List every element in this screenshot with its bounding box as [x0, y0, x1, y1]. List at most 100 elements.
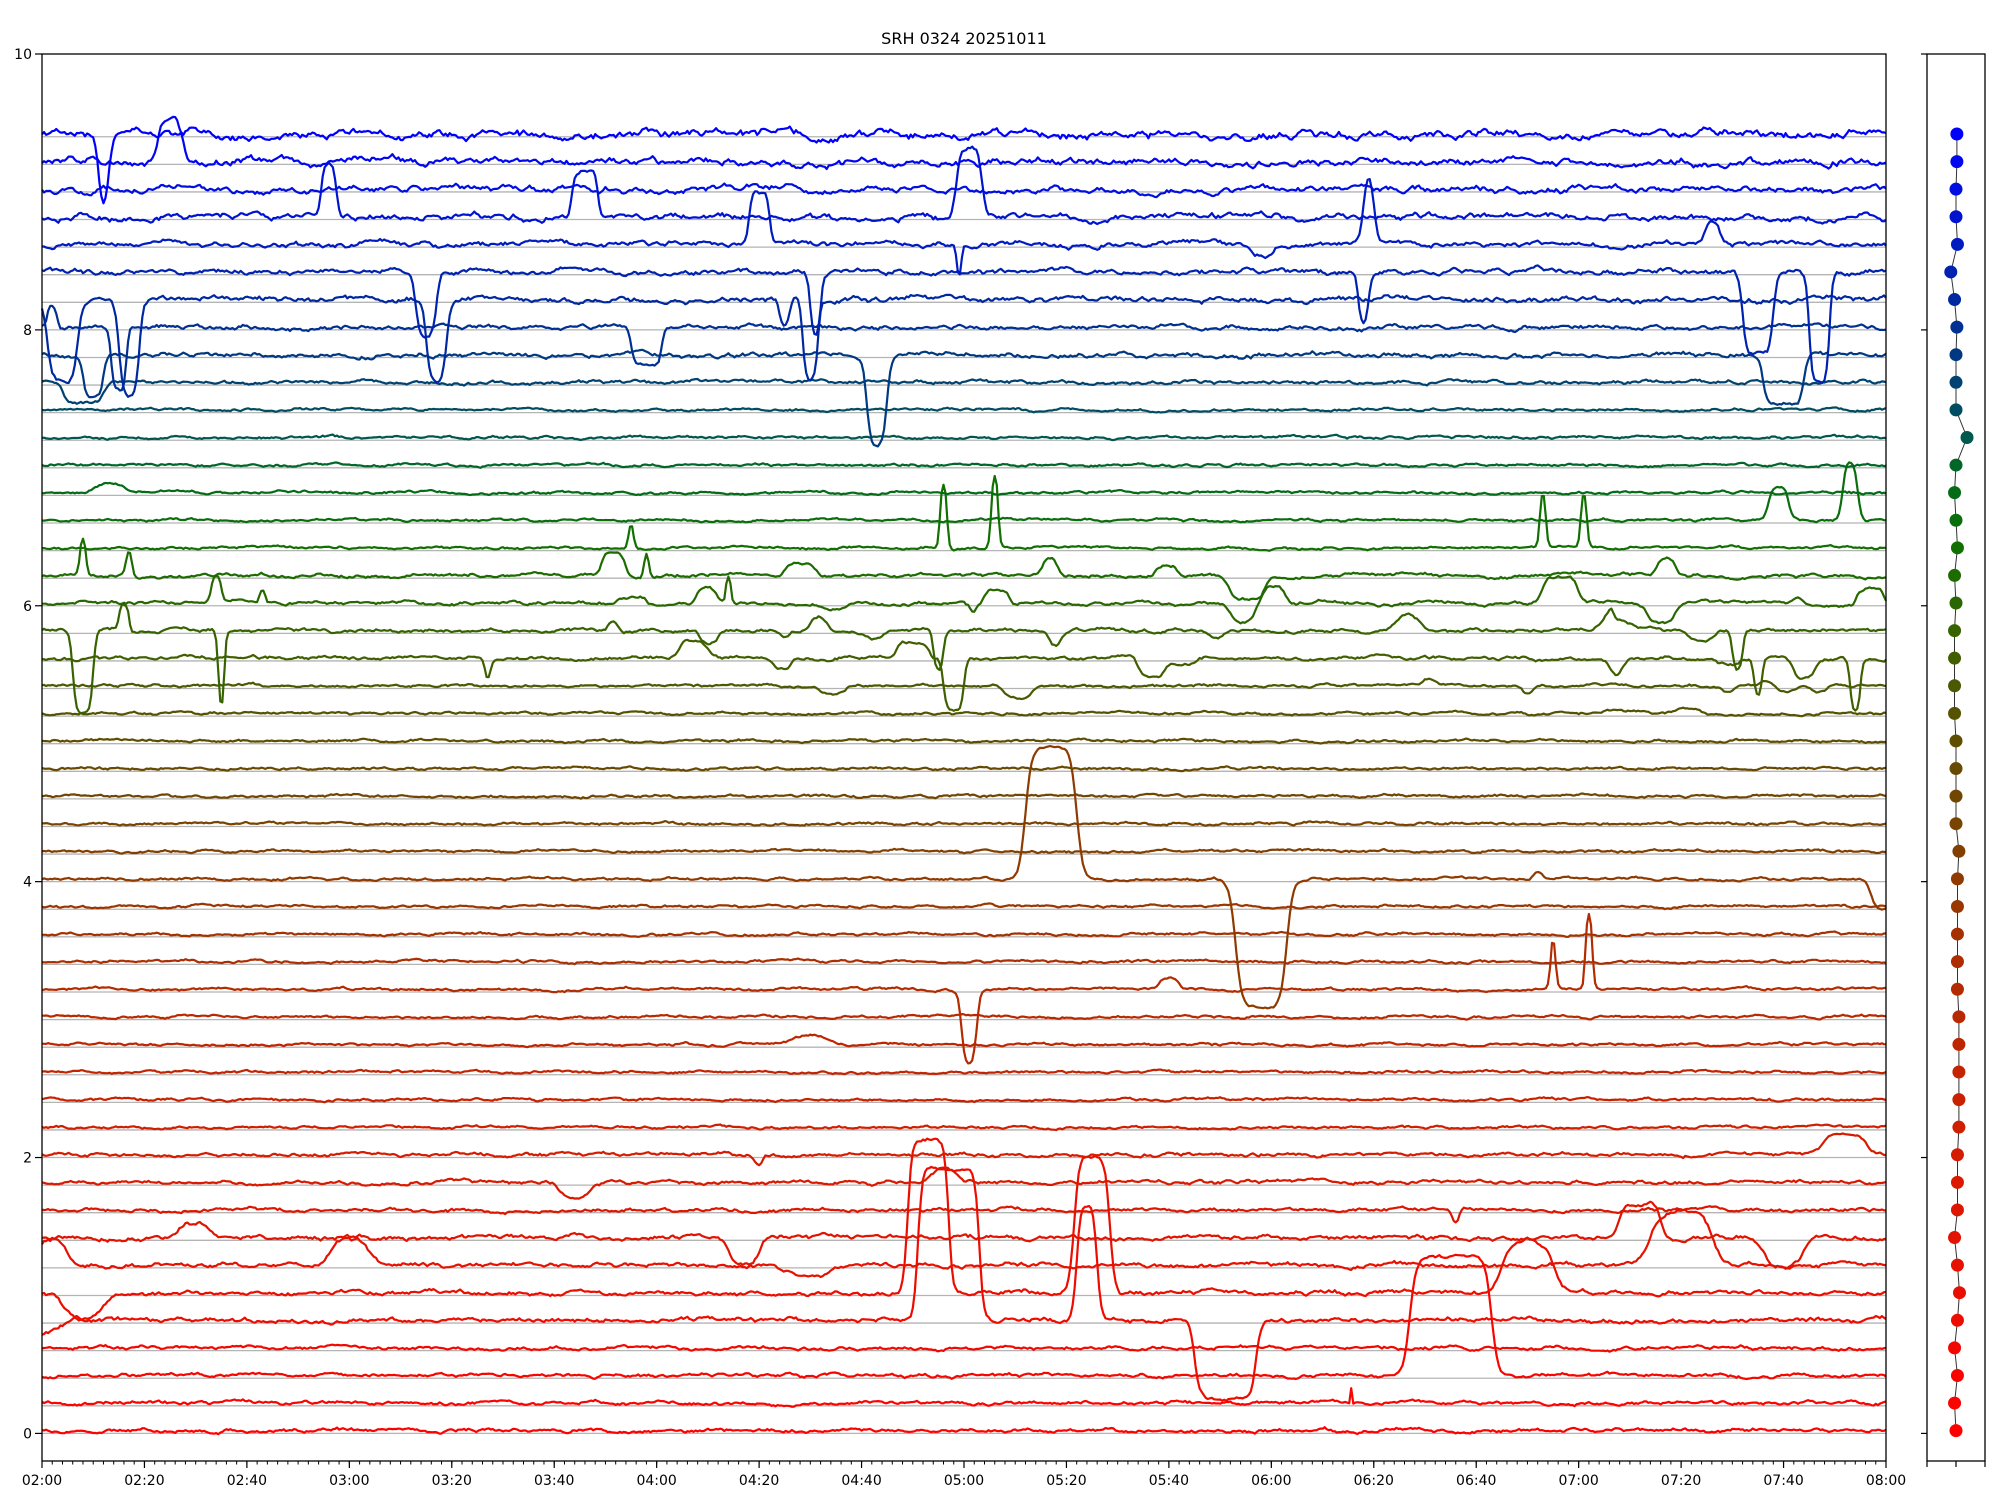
- x-tick-label: 06:40: [1456, 1473, 1496, 1489]
- side-panel-dot-5: [1952, 1286, 1966, 1300]
- side-panel-ticks: [1921, 53, 1986, 1467]
- side-panel-dot-37: [1949, 403, 1963, 417]
- trace-line-39: [41, 348, 1887, 448]
- side-panel-dot-45: [1949, 182, 1963, 196]
- side-panel-dots: [1944, 127, 1974, 1438]
- side-panel-dot-14: [1952, 1037, 1966, 1051]
- x-tick-label: 06:20: [1354, 1473, 1394, 1489]
- side-panel-dot-46: [1950, 155, 1964, 169]
- side-panel-dot-20: [1950, 872, 1964, 886]
- trace-line-46: [41, 115, 1887, 171]
- x-tick-label: 04:20: [739, 1473, 779, 1489]
- side-panel-dot-7: [1948, 1231, 1962, 1245]
- y-tick-label: 8: [23, 323, 32, 339]
- side-panel-dot-24: [1949, 762, 1963, 776]
- chart-title: SRH 0324 20251011: [881, 29, 1047, 48]
- side-panel-dot-32: [1950, 541, 1964, 555]
- side-panel-dot-47: [1950, 127, 1964, 141]
- side-panel-dot-22: [1949, 817, 1963, 831]
- side-panel-dot-10: [1950, 1148, 1964, 1162]
- trace-line-19: [41, 902, 1887, 911]
- side-panel-dot-34: [1948, 486, 1962, 500]
- x-tick-label: 02:00: [22, 1473, 62, 1489]
- x-tick-label: 03:00: [329, 1473, 369, 1489]
- side-panel-dot-27: [1948, 679, 1962, 693]
- side-panel-dot-40: [1950, 320, 1964, 334]
- side-panel-dot-43: [1950, 237, 1964, 251]
- trace-line-43: [42, 178, 1887, 276]
- trace-line-31: [41, 537, 1887, 602]
- y-tick-label: 6: [23, 599, 32, 615]
- trace-line-23: [41, 792, 1887, 800]
- side-panel-dot-19: [1950, 899, 1964, 913]
- trace-line-13: [41, 1068, 1887, 1076]
- side-panel-dot-6: [1950, 1258, 1964, 1272]
- side-panel-dot-1: [1948, 1396, 1962, 1410]
- x-tick-label: 04:00: [636, 1473, 676, 1489]
- trace-line-18: [41, 930, 1887, 938]
- trace-line-16: [41, 912, 1887, 1065]
- trace-line-25: [41, 737, 1887, 745]
- side-panel-dot-21: [1952, 844, 1966, 858]
- side-panel-dot-25: [1949, 734, 1963, 748]
- side-panel-dot-2: [1950, 1368, 1964, 1382]
- trace-line-44: [41, 145, 1887, 226]
- trace-line-3: [41, 1343, 1887, 1353]
- trace-line-6: [41, 1208, 1887, 1278]
- trace-line-42: [41, 264, 1887, 384]
- trace-line-33: [41, 461, 1887, 524]
- trace-line-12: [41, 1096, 1887, 1104]
- side-panel-dot-4: [1950, 1313, 1964, 1327]
- side-panel-dot-26: [1948, 706, 1962, 720]
- side-panel-dot-38: [1949, 375, 1963, 389]
- trace-line-4: [41, 1165, 1887, 1402]
- x-tick-label: 03:40: [534, 1473, 574, 1489]
- trace-line-8: [41, 1205, 1887, 1224]
- side-panel-dot-36: [1960, 430, 1974, 444]
- side-panel-dot-30: [1949, 596, 1963, 610]
- side-panel-dot-15: [1952, 1010, 1966, 1024]
- side-panel-dot-12: [1952, 1093, 1966, 1107]
- trace-line-45: [41, 182, 1887, 199]
- trace-line-26: [41, 706, 1887, 718]
- trace-line-11: [41, 1123, 1887, 1132]
- trace-line-5: [41, 1137, 1887, 1322]
- trace-line-20: [41, 745, 1887, 1010]
- trace-line-40: [41, 304, 1887, 392]
- trace-line-41: [40, 293, 1887, 398]
- trace-line-10: [41, 1132, 1887, 1167]
- x-tick-label: 03:20: [432, 1473, 472, 1489]
- x-tick-label: 07:20: [1661, 1473, 1701, 1489]
- side-panel-dot-41: [1948, 293, 1962, 307]
- y-tick-label: 0: [23, 1426, 32, 1442]
- x-tick-label: 02:40: [227, 1473, 267, 1489]
- trace-line-24: [41, 765, 1887, 773]
- trace-line-36: [41, 433, 1887, 442]
- x-tick-label: 07:40: [1763, 1473, 1803, 1489]
- trace-line-22: [42, 820, 1887, 827]
- trace-line-35: [41, 461, 1887, 469]
- side-panel-dot-0: [1949, 1424, 1963, 1438]
- side-panel-dot-18: [1950, 927, 1964, 941]
- trace-line-2: [41, 1253, 1887, 1381]
- y-axis: 0 2 4 6 8 10: [14, 47, 42, 1442]
- side-panel: [1921, 53, 1986, 1467]
- side-panel-dot-16: [1950, 982, 1964, 996]
- trace-line-21: [41, 847, 1887, 855]
- side-panel-dot-31: [1948, 568, 1962, 582]
- side-panel-dot-17: [1950, 955, 1964, 969]
- x-tick-label: 04:40: [841, 1473, 881, 1489]
- side-panel-dot-39: [1949, 348, 1963, 362]
- side-panel-dot-35: [1949, 458, 1963, 472]
- x-tick-label: 08:00: [1866, 1473, 1906, 1489]
- side-panel-dot-42: [1944, 265, 1958, 279]
- side-panel-dot-33: [1949, 513, 1963, 527]
- trace-line-32: [41, 474, 1886, 552]
- trace-line-38: [41, 377, 1887, 405]
- x-tick-label: 05:00: [944, 1473, 984, 1489]
- x-tick-label: 05:20: [1046, 1473, 1086, 1489]
- trace-line-47: [41, 125, 1887, 205]
- gridlines: [42, 136, 1886, 1435]
- side-panel-dot-11: [1952, 1120, 1966, 1134]
